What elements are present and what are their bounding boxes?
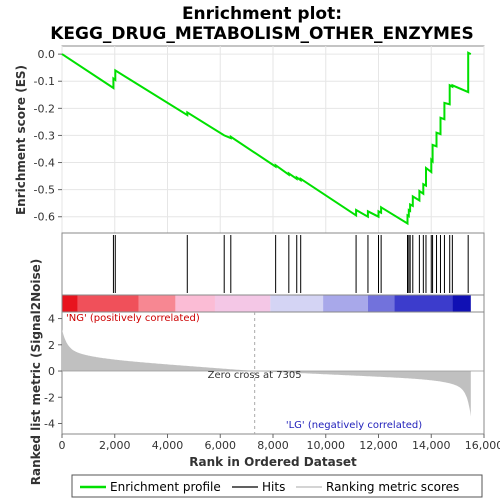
- es-tick-label: -0.3: [34, 129, 55, 142]
- negative-correlated-label: 'LG' (negatively correlated): [286, 420, 422, 431]
- es-tick-label: -0.6: [34, 211, 55, 224]
- heatmap-segment: [452, 295, 471, 312]
- x-tick-label: 6,000: [205, 439, 237, 452]
- legend-label-metric: Ranking metric scores: [326, 480, 459, 494]
- chart-title-line2: KEGG_DRUG_METABOLISM_OTHER_ENZYMES: [50, 24, 474, 44]
- metric-tick-label: 4: [48, 313, 55, 326]
- heatmap-segment: [77, 295, 139, 312]
- heatmap-segment: [62, 295, 78, 312]
- metric-tick-label: -2: [44, 391, 55, 404]
- es-tick-label: -0.1: [34, 75, 55, 88]
- es-tick-label: -0.2: [34, 102, 55, 115]
- hit-lines: [112, 235, 469, 293]
- es-tick-label: -0.5: [34, 184, 55, 197]
- x-tick-label: 4,000: [152, 439, 184, 452]
- chart-title-line1: Enrichment plot:: [182, 4, 342, 24]
- metric-tick-label: 2: [48, 339, 55, 352]
- x-tick-label: 0: [59, 439, 66, 452]
- es-tick-label: 0.0: [38, 48, 56, 61]
- es-profile-line: [61, 51, 472, 226]
- x-tick-label: 10,000: [307, 439, 346, 452]
- ranking-metric-area: [62, 329, 471, 417]
- legend: Enrichment profile Hits Ranking metric s…: [71, 474, 483, 498]
- x-tick-label: 16,000: [465, 439, 500, 452]
- heatmap-segment: [367, 295, 395, 312]
- x-tick-label: 14,000: [412, 439, 451, 452]
- legend-label-enrichment: Enrichment profile: [110, 480, 221, 494]
- legend-label-hits: Hits: [262, 480, 285, 494]
- metric-y-axis: 4 2 0 -2 -4: [44, 313, 62, 431]
- es-tick-label: -0.4: [34, 157, 55, 170]
- heatmap-segment: [394, 295, 453, 312]
- heatmap-segment: [323, 295, 368, 312]
- heatmap-segment: [175, 295, 215, 312]
- es-y-axis: 0.0 -0.1 -0.2 -0.3 -0.4 -0.5 -0.6: [34, 48, 62, 224]
- metric-panel: Zero cross at 7305 'NG' (positively corr…: [29, 259, 485, 486]
- positive-correlated-label: 'NG' (positively correlated): [66, 313, 200, 324]
- x-axis: 0 2,000 4,000 6,000 8,000 10,000 12,000 14,000 1…: [59, 434, 500, 452]
- metric-tick-label: -4: [44, 418, 55, 431]
- x-tick-label: 2,000: [99, 439, 131, 452]
- heatmap-segment: [138, 295, 176, 312]
- hits-panel: [61, 232, 485, 296]
- x-tick-label: 12,000: [359, 439, 398, 452]
- metric-axis-title: Ranked list metric (Signal2Noise): [29, 259, 43, 486]
- metric-tick-label: 0: [48, 365, 55, 378]
- heatmap-segment: [214, 295, 271, 312]
- zero-cross-label: Zero cross at 7305: [208, 370, 302, 381]
- es-panel: 0.0 -0.1 -0.2 -0.3 -0.4 -0.5 -0.6 Enrichment s…: [14, 45, 485, 234]
- es-axis-title: Enrichment score (ES): [14, 65, 28, 215]
- x-tick-label: 8,000: [257, 439, 289, 452]
- x-axis-title: Rank in Ordered Dataset: [189, 455, 357, 469]
- heatmap-segment: [270, 295, 324, 312]
- rank-heatmap-bar: [62, 295, 471, 312]
